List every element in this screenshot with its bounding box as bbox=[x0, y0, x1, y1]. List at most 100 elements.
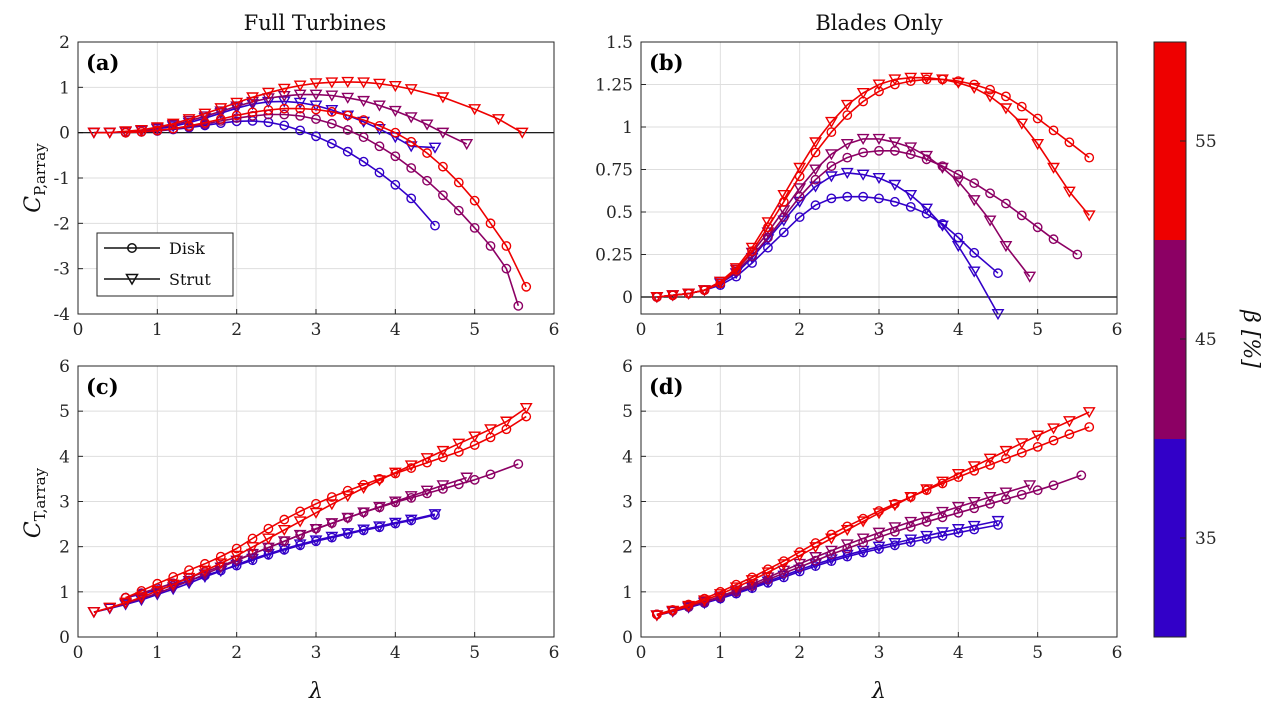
y-tick-label: 1 bbox=[622, 118, 633, 138]
data-point-triangle bbox=[809, 542, 822, 554]
y-tick-label: -3 bbox=[53, 260, 70, 280]
data-point-triangle bbox=[983, 91, 997, 103]
data-point-triangle bbox=[999, 103, 1013, 115]
data-point-circle bbox=[1016, 101, 1027, 112]
data-point-triangle bbox=[499, 416, 513, 428]
legend-label-disk: Disk bbox=[169, 239, 205, 258]
data-point-circle bbox=[1016, 489, 1027, 500]
data-point-triangle bbox=[293, 516, 307, 528]
data-point-circle bbox=[422, 488, 432, 499]
data-point-triangle bbox=[904, 142, 918, 154]
data-point-triangle bbox=[967, 461, 981, 473]
data-point-circle bbox=[326, 106, 337, 117]
data-point-circle bbox=[231, 543, 242, 554]
data-point-triangle bbox=[515, 127, 529, 139]
data-point-triangle bbox=[357, 507, 371, 519]
data-point-circle bbox=[231, 116, 242, 127]
data-point-circle bbox=[485, 218, 496, 229]
data-point-circle bbox=[889, 79, 900, 90]
data-point-circle bbox=[826, 193, 837, 204]
data-point-triangle bbox=[436, 445, 450, 458]
data-point-circle bbox=[985, 460, 995, 470]
y-tick-label: 0 bbox=[59, 628, 70, 648]
data-point-triangle bbox=[936, 74, 949, 86]
data-point-triangle bbox=[793, 162, 807, 174]
data-point-triangle bbox=[809, 164, 822, 176]
data-point-triangle bbox=[341, 512, 355, 524]
data-point-circle bbox=[953, 472, 964, 483]
data-point-triangle bbox=[452, 438, 466, 450]
data-point-triangle bbox=[388, 496, 402, 508]
y-tick-label: 5 bbox=[622, 402, 633, 422]
data-point-circle bbox=[438, 190, 448, 201]
data-point-circle bbox=[422, 175, 432, 186]
data-point-circle bbox=[874, 544, 884, 554]
y-tick-label: 1.5 bbox=[606, 33, 633, 53]
data-point-triangle bbox=[650, 610, 664, 622]
data-point-triangle bbox=[404, 514, 418, 526]
data-point-circle bbox=[390, 127, 401, 138]
data-point-triangle bbox=[920, 203, 934, 215]
data-point-circle bbox=[1048, 234, 1059, 245]
data-point-circle bbox=[905, 149, 916, 160]
data-point-circle bbox=[1032, 485, 1043, 496]
data-point-circle bbox=[374, 167, 385, 178]
data-point-triangle bbox=[246, 92, 259, 104]
data-point-circle bbox=[231, 110, 242, 121]
data-point-triangle bbox=[182, 578, 196, 590]
data-point-circle bbox=[469, 222, 480, 233]
y-tick-label: 3 bbox=[59, 493, 70, 513]
series-line bbox=[656, 411, 1090, 617]
data-point-triangle bbox=[261, 87, 275, 99]
data-point-triangle bbox=[824, 171, 838, 183]
data-point-triangle bbox=[713, 589, 727, 601]
data-point-triangle bbox=[1047, 423, 1060, 435]
series-beta-55-strut bbox=[650, 407, 1096, 622]
xlabel-lambda-right: λ bbox=[871, 679, 886, 704]
data-point-circle bbox=[342, 125, 353, 135]
data-point-circle bbox=[985, 498, 995, 509]
data-point-circle bbox=[794, 562, 805, 572]
data-point-circle bbox=[374, 120, 385, 131]
data-point-triangle bbox=[1023, 271, 1037, 283]
data-point-triangle bbox=[872, 508, 886, 520]
data-point-circle bbox=[1064, 429, 1075, 440]
data-point-triangle bbox=[920, 511, 934, 523]
data-point-triangle bbox=[309, 78, 323, 90]
x-tick-label: 0 bbox=[73, 320, 84, 340]
y-tick-label: -2 bbox=[53, 214, 70, 234]
data-point-circle bbox=[326, 118, 337, 129]
data-point-circle bbox=[438, 452, 448, 463]
colorbar-label: β [%] bbox=[1238, 309, 1261, 368]
x-tick-label: 5 bbox=[1032, 643, 1043, 663]
data-point-triangle bbox=[713, 276, 727, 288]
data-point-triangle bbox=[1015, 118, 1029, 130]
data-point-circle bbox=[501, 263, 512, 274]
data-point-triangle bbox=[840, 524, 854, 537]
data-point-circle bbox=[485, 469, 496, 480]
data-point-triangle bbox=[904, 516, 918, 528]
data-point-triangle bbox=[793, 183, 807, 195]
data-point-triangle bbox=[888, 137, 902, 149]
data-point-circle bbox=[1072, 249, 1083, 260]
data-point-triangle bbox=[388, 467, 402, 479]
data-point-triangle bbox=[388, 80, 402, 93]
data-point-triangle bbox=[277, 536, 291, 548]
series-beta-45-strut bbox=[87, 472, 474, 619]
data-point-triangle bbox=[967, 195, 981, 207]
data-point-triangle bbox=[230, 97, 244, 109]
data-point-triangle bbox=[357, 95, 371, 108]
data-point-triangle bbox=[135, 592, 148, 604]
data-point-circle bbox=[184, 120, 194, 131]
panel-d: 0 1 2 3 4 5 6 0 1 2 3 4 5 6 (d) bbox=[622, 357, 1122, 663]
data-point-triangle bbox=[745, 242, 759, 254]
data-point-triangle bbox=[420, 119, 434, 131]
colorbar-tick-45: 45 bbox=[1195, 330, 1217, 350]
data-point-triangle bbox=[357, 482, 371, 495]
data-point-circle bbox=[279, 514, 290, 525]
data-point-circle bbox=[247, 107, 258, 118]
ylabel-cp-main: C bbox=[21, 196, 46, 213]
xlabel-lambda-left: λ bbox=[308, 679, 323, 704]
column-title-blades-only: Blades Only bbox=[815, 11, 942, 35]
